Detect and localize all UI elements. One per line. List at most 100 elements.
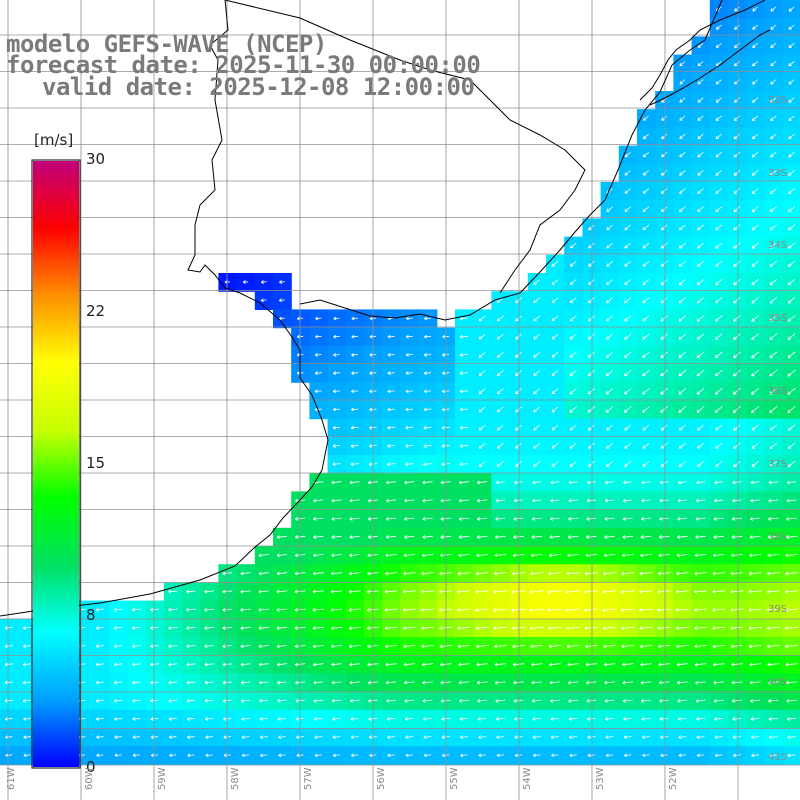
wind-cell <box>728 109 747 128</box>
wind-arrow <box>785 680 798 685</box>
wind-arrow <box>749 662 761 667</box>
wind-cell <box>764 218 784 238</box>
wind-cell <box>637 127 656 147</box>
wind-arrow <box>96 753 104 758</box>
wind-arrow <box>569 388 577 395</box>
wind-cell <box>746 72 765 92</box>
wind-cell <box>218 600 238 620</box>
wind-cell <box>473 455 492 474</box>
wind-cell <box>145 673 165 693</box>
wind-arrow <box>712 571 725 576</box>
wind-cell <box>254 655 274 674</box>
wind-arrow <box>787 224 796 231</box>
wind-arrow <box>606 297 613 304</box>
wind-arrow <box>677 717 687 721</box>
wind-arrow <box>351 352 359 357</box>
wind-arrow <box>697 206 704 213</box>
wind-cell <box>618 273 638 292</box>
wind-cell <box>691 455 711 474</box>
wind-arrow <box>769 278 778 286</box>
wind-arrow <box>240 662 251 667</box>
wind-arrow <box>679 115 686 121</box>
wind-arrow <box>530 662 543 667</box>
wind-arrow <box>641 717 651 721</box>
wind-arrow <box>331 662 342 667</box>
wind-arrow <box>551 351 559 358</box>
wind-arrow <box>697 133 704 140</box>
wind-arrow <box>769 188 777 194</box>
wind-cell <box>400 491 420 511</box>
wind-cell <box>673 182 693 201</box>
wind-arrow <box>623 480 633 485</box>
wind-arrow <box>569 406 577 413</box>
wind-cell <box>764 618 784 638</box>
wind-arrow <box>350 425 359 430</box>
wind-cell <box>491 473 511 492</box>
wind-cell <box>491 691 511 711</box>
wind-arrow <box>458 680 470 685</box>
wind-arrow <box>605 480 614 485</box>
wind-cell <box>600 582 620 602</box>
wind-arrow <box>788 6 795 12</box>
wind-cell <box>145 746 165 765</box>
wind-arrow <box>730 589 744 594</box>
wind-arrow <box>348 644 361 649</box>
wind-cell <box>746 309 765 329</box>
wind-arrow <box>733 424 741 431</box>
wind-cell <box>728 436 747 456</box>
wind-arrow <box>204 626 215 630</box>
wind-cell <box>527 364 547 383</box>
wind-arrow <box>258 571 269 576</box>
wind-arrow <box>769 297 778 304</box>
wind-arrow <box>187 735 195 739</box>
wind-cell <box>400 746 420 765</box>
wind-cell <box>673 455 693 474</box>
wind-arrow <box>423 371 432 375</box>
wind-cell <box>637 291 656 310</box>
wind-cell <box>473 618 492 638</box>
wind-arrow <box>769 753 778 758</box>
wind-arrow <box>660 242 668 249</box>
wind-cell <box>764 546 784 565</box>
wind-cell <box>218 655 238 674</box>
wind-cell <box>400 400 420 420</box>
wind-cell <box>254 273 274 292</box>
wind-cell <box>218 673 238 693</box>
wind-arrow <box>787 369 796 377</box>
wind-cell <box>764 200 784 219</box>
wind-arrow <box>385 553 397 558</box>
colorbar-frame <box>31 159 81 769</box>
wind-cell <box>691 218 711 238</box>
wind-cell <box>691 273 711 292</box>
wind-arrow <box>587 369 595 377</box>
wind-arrow <box>587 315 595 322</box>
wind-cell <box>546 382 565 401</box>
wind-arrow <box>695 680 706 685</box>
wind-cell <box>455 582 474 602</box>
wind-cell <box>746 54 765 74</box>
wind-arrow <box>387 735 396 740</box>
wind-cell <box>673 491 693 511</box>
wind-arrow <box>475 571 489 576</box>
wind-cell <box>746 600 765 620</box>
wind-arrow <box>748 626 762 631</box>
wind-cell <box>564 546 583 565</box>
wind-arrow <box>624 351 632 358</box>
wind-cell <box>546 455 565 474</box>
wind-arrow <box>402 626 416 631</box>
wind-cell <box>345 418 365 438</box>
wind-arrow <box>149 626 160 630</box>
wind-arrow <box>587 333 595 340</box>
wind-arrow <box>638 608 653 612</box>
wind-arrow <box>588 279 595 285</box>
wind-arrow <box>566 626 581 631</box>
wind-cell <box>709 145 729 165</box>
wind-arrow <box>733 771 741 776</box>
wind-arrow <box>787 260 796 267</box>
wind-arrow <box>678 278 686 286</box>
wind-cell <box>455 673 474 693</box>
wind-arrow <box>751 260 759 267</box>
wind-cell <box>527 436 547 456</box>
wind-arrow <box>731 553 743 558</box>
